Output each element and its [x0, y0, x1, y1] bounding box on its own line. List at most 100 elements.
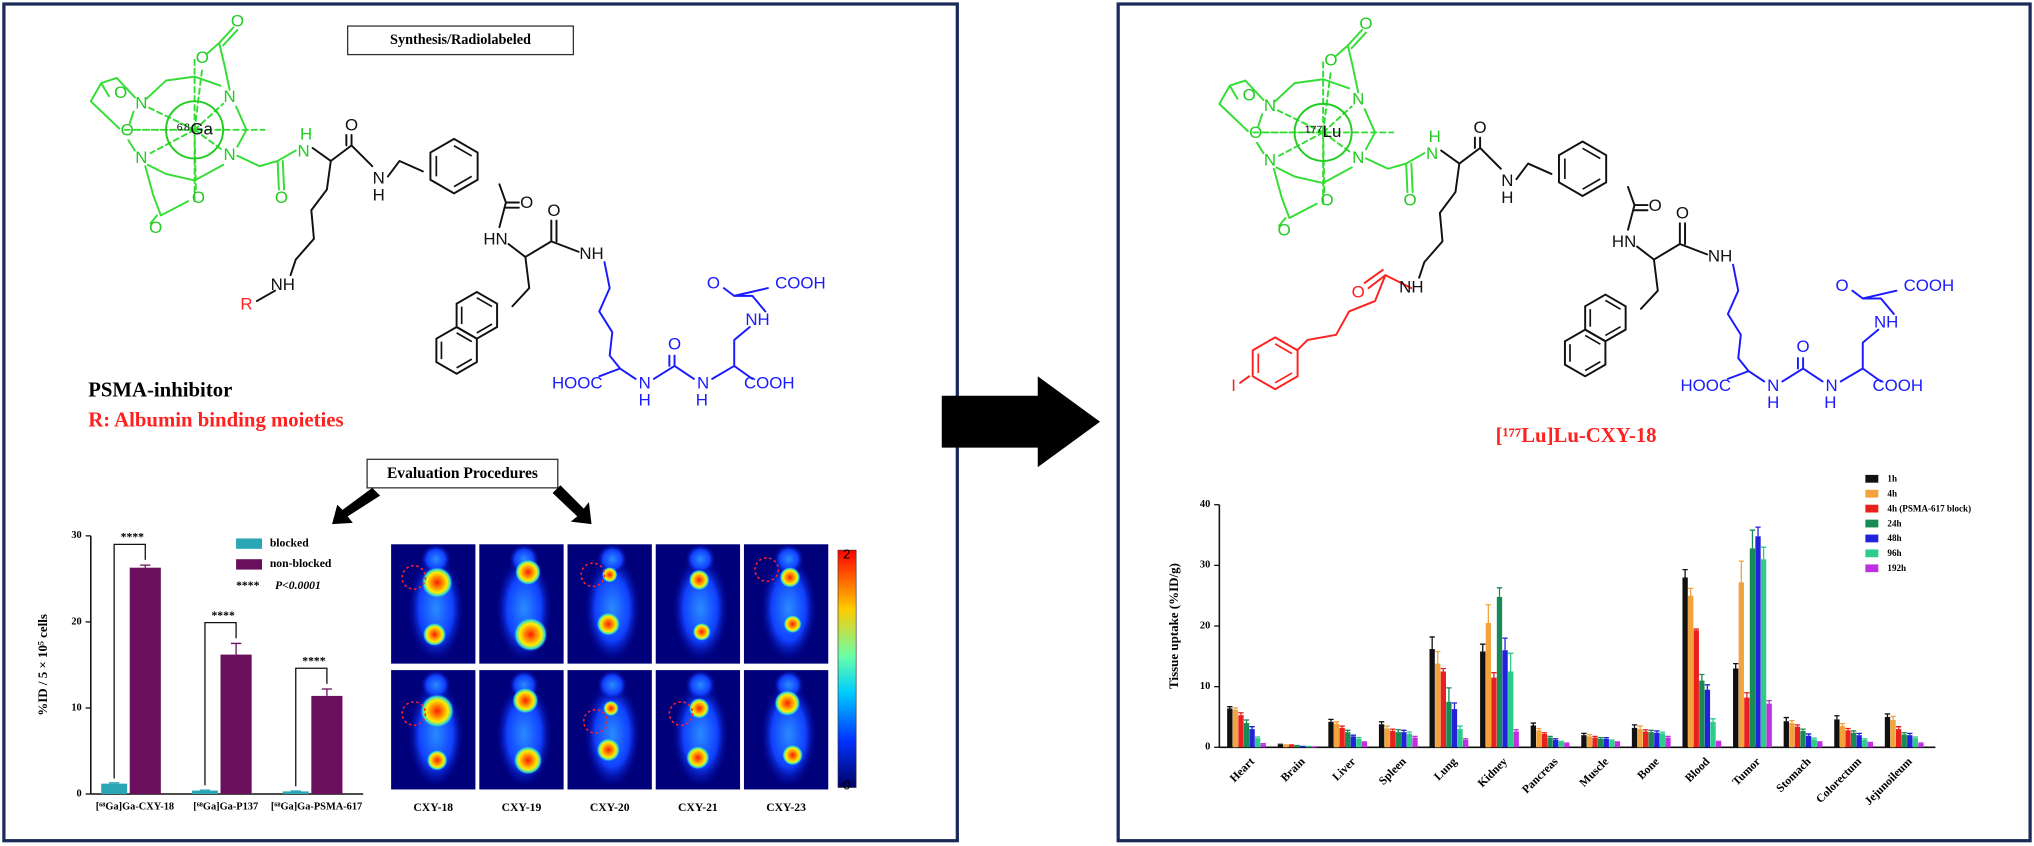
pet-hotspot [513, 746, 543, 775]
atom-label: O [1243, 86, 1256, 105]
x-tick-label: [⁶⁸Ga]Ga-CXY-18 [96, 801, 174, 812]
pet-column-label: CXY-20 [590, 801, 630, 814]
bar [1328, 721, 1334, 748]
legend-stars: **** [236, 579, 259, 592]
metal-circle [165, 100, 225, 160]
bar [1890, 720, 1896, 748]
error-bar [1401, 729, 1407, 733]
iodophenyl-ring-double [1274, 343, 1293, 355]
error-bar [1378, 721, 1385, 725]
error-bar [1789, 719, 1795, 724]
bar [1586, 736, 1593, 748]
bar [1378, 724, 1385, 748]
naphthalene-ring [1563, 328, 1607, 378]
x-tick-label: Liver [1330, 755, 1358, 783]
bar [1384, 728, 1390, 748]
error-bar [1277, 743, 1284, 745]
tumor-marker [401, 701, 427, 727]
bar [1907, 735, 1913, 748]
significance-stars: **** [302, 654, 325, 667]
bar [1496, 596, 1503, 748]
error-bar [1547, 735, 1553, 738]
atom-label: N [297, 141, 309, 160]
bar [1845, 730, 1851, 748]
center-arrow [941, 376, 1101, 468]
benzene-ring [429, 137, 479, 195]
pet-body [583, 679, 641, 789]
pet-head [420, 543, 452, 575]
x-tick-label: Jejunoileum [1862, 755, 1915, 808]
pet-body [671, 554, 730, 663]
iodophenyl-ring [1251, 336, 1299, 391]
bar [191, 790, 218, 794]
atom-label: O [1797, 337, 1810, 356]
significance-stars: **** [121, 531, 144, 544]
error-bar [1502, 637, 1508, 651]
atom-label: O [1359, 14, 1372, 33]
bar [1895, 729, 1902, 748]
atom-label: O [196, 48, 209, 67]
naphthalene-ring-double [456, 358, 473, 369]
error-bar [1704, 684, 1711, 690]
metal-label: ⁶⁸Ga [176, 119, 213, 138]
error-bar [1451, 702, 1458, 710]
bar [1581, 735, 1587, 748]
legend-swatch [236, 538, 263, 549]
naphthalene-ring-double [1604, 325, 1621, 337]
bar [1480, 651, 1486, 748]
error-bar [1243, 719, 1250, 724]
error-bar [1609, 739, 1615, 741]
right-linker [1239, 268, 1413, 384]
bar [1682, 577, 1688, 748]
pet-hotspot [421, 566, 453, 599]
pet-hotspot [420, 694, 455, 728]
bar [1643, 731, 1649, 748]
error-bar [140, 564, 151, 568]
bar [1435, 663, 1441, 748]
error-bar [1255, 736, 1261, 739]
bar [1541, 733, 1548, 748]
atom-label: N [1426, 144, 1438, 163]
error-bar [1749, 529, 1756, 549]
bar [1901, 734, 1907, 748]
error-bar [1446, 687, 1452, 702]
x-tick-label: Heart [1227, 755, 1257, 785]
bar [1794, 726, 1801, 748]
error-bar [1592, 735, 1598, 738]
x-tick-label: Lung [1431, 755, 1459, 783]
error-bar [1912, 736, 1919, 739]
bar [1659, 733, 1666, 748]
atom-label: NH [1874, 313, 1898, 332]
benzene-ring-double [1582, 147, 1601, 160]
bar [1738, 582, 1744, 748]
error-bar [1918, 742, 1924, 744]
error-bar [1339, 725, 1345, 728]
benzene-ring-double [453, 175, 473, 188]
bar [1688, 595, 1694, 748]
atom-label: O [1320, 191, 1333, 210]
metal-label: ¹⁷⁷Lu [1305, 122, 1342, 141]
atom-label: O [275, 188, 288, 207]
pet-body [760, 679, 818, 789]
pet-hotspot [513, 617, 548, 652]
y-tick-label: 40 [1200, 499, 1210, 510]
error-bar [1328, 718, 1334, 722]
legend-label: 1h [1887, 474, 1897, 484]
atom-label: HN [1612, 232, 1636, 251]
error-bar [1715, 740, 1722, 742]
bar [1564, 743, 1570, 748]
synthesis-box [346, 25, 575, 56]
bar [1592, 737, 1598, 748]
error-bar [1294, 744, 1300, 747]
pet-column-label: CXY-19 [502, 801, 542, 814]
bar [1260, 744, 1266, 748]
bar [1513, 731, 1519, 748]
bar [1783, 721, 1789, 748]
bar [1412, 737, 1418, 748]
bar [1715, 741, 1722, 748]
atom-label: N [224, 145, 236, 164]
legend-label: 24h [1887, 518, 1901, 528]
bar [1401, 732, 1407, 748]
